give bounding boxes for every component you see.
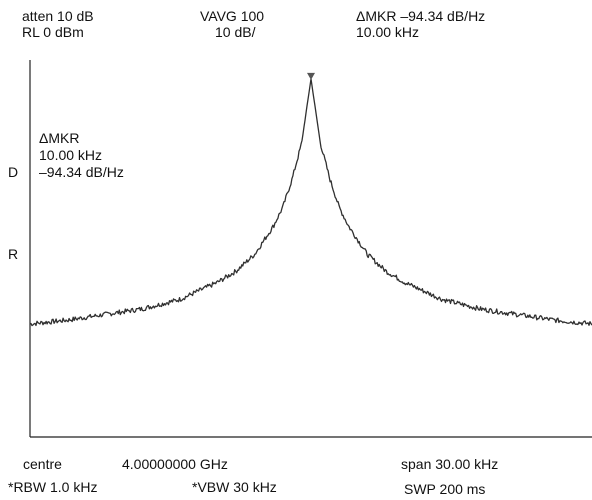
marker-box-frequency: 10.00 kHz [39,147,103,163]
reference-level-label: RL 0 dBm [22,24,84,40]
delta-marker-readout: ΔMKR –94.34 dB/Hz [356,8,486,24]
vbw-readout: *VBW 30 kHz [192,479,277,495]
delta-marker-frequency: 10.00 kHz [356,24,420,40]
centre-label: centre [23,456,62,472]
detector-indicator-r: R [8,246,19,262]
marker-box-level: –94.34 dB/Hz [39,164,124,180]
centre-frequency-value: 4.00000000 GHz [122,456,228,472]
vertical-scale-label: 10 dB/ [215,24,256,40]
peak-marker-icon [307,72,315,80]
rbw-readout: *RBW 1.0 kHz [8,479,98,495]
marker-box-title: ΔMKR [39,130,80,146]
span-readout: span 30.00 kHz [401,456,499,472]
video-average-label: VAVG 100 [200,8,265,24]
atten-label: atten 10 dB [22,8,94,24]
sweep-time-readout: SWP 200 ms [404,481,486,497]
trace-group [29,78,592,327]
spectrum-trace-line [29,78,592,327]
detector-indicator-d: D [8,164,19,180]
